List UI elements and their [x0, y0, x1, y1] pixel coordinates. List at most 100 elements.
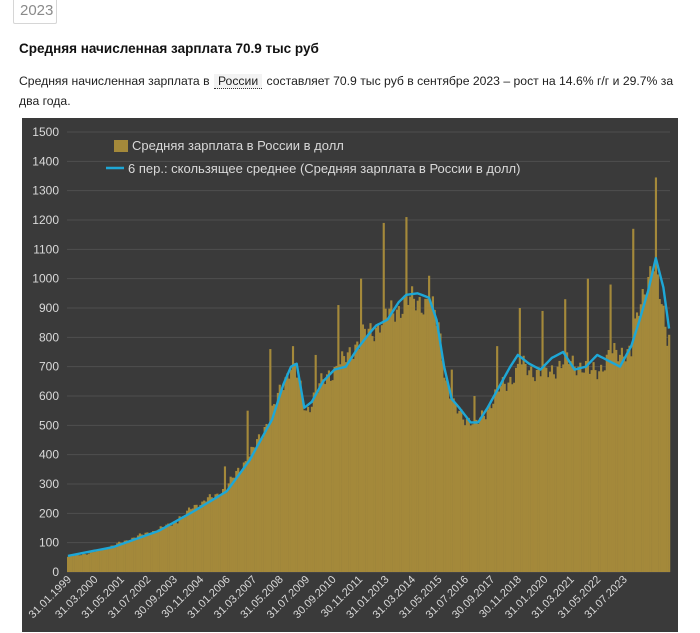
- year-tag[interactable]: 2023: [13, 0, 57, 24]
- bar: [526, 375, 529, 572]
- bar: [645, 295, 648, 572]
- bar: [471, 424, 474, 572]
- bar: [95, 550, 98, 572]
- bar: [516, 363, 520, 572]
- bar: [116, 543, 119, 572]
- y-tick-label: 1100: [33, 242, 59, 256]
- bar: [271, 405, 274, 572]
- bar: [212, 498, 215, 572]
- bar: [342, 356, 346, 572]
- bar: [339, 364, 342, 572]
- bar: [274, 404, 278, 572]
- bar: [140, 534, 143, 572]
- bar: [180, 516, 183, 572]
- y-tick-label: 1500: [32, 125, 59, 139]
- bar: [624, 361, 627, 572]
- bar: [601, 371, 605, 572]
- bar: [656, 274, 659, 572]
- bar: [666, 345, 669, 572]
- bar: [348, 347, 351, 572]
- bar: [549, 371, 552, 572]
- bar: [433, 309, 436, 572]
- bar: [414, 310, 417, 572]
- bar: [405, 217, 408, 573]
- bar: [445, 380, 448, 572]
- bar: [263, 426, 266, 572]
- bar: [167, 523, 170, 572]
- bar: [341, 351, 344, 572]
- bar: [480, 410, 484, 572]
- bar: [492, 403, 495, 572]
- bar: [286, 373, 289, 572]
- bar: [484, 419, 487, 572]
- bar: [276, 392, 279, 572]
- bar: [310, 406, 313, 572]
- bar: [399, 317, 402, 572]
- bar: [220, 494, 223, 572]
- y-tick-label: 0: [52, 565, 59, 579]
- bar: [329, 380, 332, 572]
- bar: [320, 373, 323, 572]
- bar: [545, 367, 548, 572]
- bar: [101, 549, 104, 572]
- bar: [424, 298, 427, 572]
- y-tick-label: 1200: [32, 213, 59, 227]
- bar: [607, 350, 610, 572]
- salary-chart: 0 100 200 300 400 500 600 700 800 900 1000 1100 1200…: [22, 118, 678, 632]
- bar: [150, 533, 153, 572]
- bar: [256, 439, 259, 572]
- bar: [218, 496, 221, 572]
- bar: [248, 456, 251, 572]
- bar: [322, 379, 325, 572]
- bar: [367, 328, 370, 572]
- bar: [418, 297, 421, 572]
- bar: [216, 493, 219, 572]
- bar: [97, 549, 100, 572]
- bar: [514, 367, 518, 572]
- bar: [155, 531, 158, 572]
- bar: [165, 524, 168, 572]
- bar: [369, 323, 372, 572]
- bar: [318, 383, 321, 572]
- page-title: Средняя начисленная зарплата 70.9 тыс ру…: [19, 41, 319, 56]
- bar: [496, 346, 499, 572]
- bar: [395, 309, 399, 572]
- bar: [377, 323, 380, 572]
- bar: [222, 488, 225, 572]
- bar: [537, 367, 540, 572]
- bar: [416, 300, 419, 572]
- bar: [123, 540, 126, 572]
- bar: [450, 369, 453, 572]
- bar: [441, 360, 444, 572]
- bar: [499, 385, 503, 572]
- bar: [654, 177, 658, 572]
- bar: [575, 375, 578, 572]
- bar: [252, 447, 255, 572]
- bar: [93, 551, 96, 572]
- bar: [337, 305, 340, 572]
- bar: [486, 409, 489, 572]
- bar: [240, 470, 244, 572]
- bar: [195, 504, 198, 572]
- bar: [259, 439, 262, 572]
- bar: [133, 537, 136, 572]
- chart-container: 0 100 200 300 400 500 600 700 800 900 1000 1100 1200…: [22, 118, 678, 632]
- bar: [635, 312, 639, 572]
- bar: [552, 374, 555, 572]
- bar: [250, 446, 253, 572]
- bar: [541, 310, 544, 572]
- bar: [89, 552, 92, 572]
- bar: [394, 321, 397, 572]
- bar: [562, 364, 565, 572]
- country-link[interactable]: России: [213, 74, 263, 89]
- bar: [598, 371, 601, 572]
- legend-swatch-bars: [114, 140, 128, 152]
- bar: [411, 286, 414, 572]
- y-tick-label: 500: [39, 418, 59, 432]
- bar: [511, 384, 514, 572]
- bar: [316, 392, 319, 572]
- bar: [210, 497, 213, 572]
- bar: [605, 354, 608, 572]
- bar: [307, 406, 310, 572]
- bar: [630, 356, 633, 572]
